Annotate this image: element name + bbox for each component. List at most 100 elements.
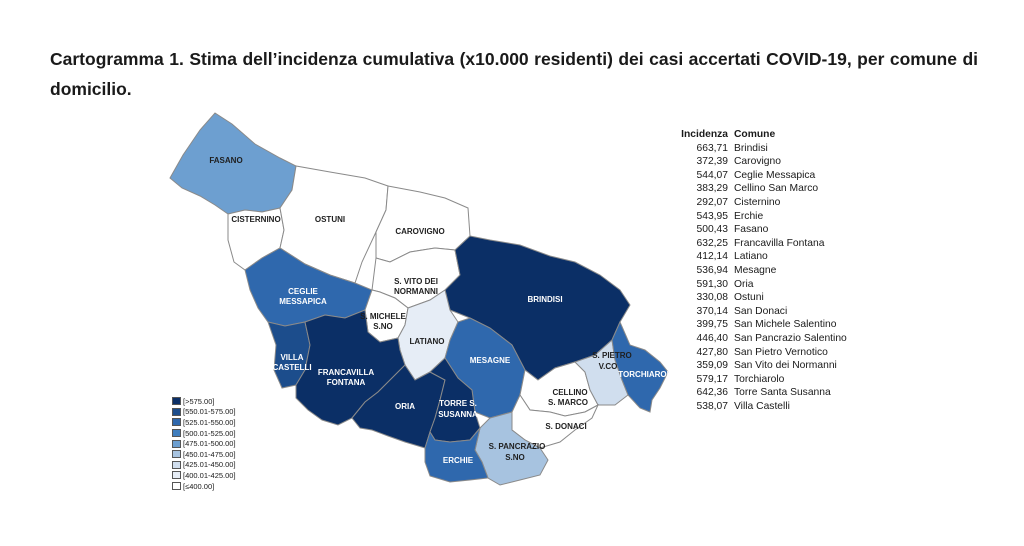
legend-swatch (172, 397, 181, 406)
comune-name: Latiano (734, 251, 768, 263)
region-erchie[interactable] (424, 427, 489, 483)
legend-item: [425.01-450.00] (172, 460, 236, 471)
incidence-table: Incidenza Comune 663,71 Brindisi 372,39 Car… (680, 128, 847, 413)
legend-label: [525.01-550.00] (183, 417, 236, 427)
map-title: Cartogramma 1. Stima dell’incidenza cumu… (50, 49, 978, 99)
header-incidenza: Incidenza (681, 129, 728, 140)
comune-name: San Donaci (734, 305, 788, 317)
label-villa-2: CASTELLI (272, 363, 311, 372)
label-ostuni: OSTUNI (315, 215, 345, 224)
label-smichele-1: S. MICHELE (360, 312, 406, 321)
table-row: 500,43 Fasano (680, 223, 847, 237)
table-row: 446,40 San Pancrazio Salentino (680, 332, 847, 346)
table-row: 292,07 Cisternino (680, 196, 847, 210)
label-ceglie-2: MESSAPICA (279, 297, 327, 306)
legend-label: [≤400.00] (183, 481, 215, 491)
label-sdonaci: S. DONACI (545, 422, 586, 431)
incidence-value: 500,43 (696, 224, 729, 236)
legend-label: [400.01-425.00] (183, 470, 236, 480)
legend-item: [475.01-500.00] (172, 438, 236, 449)
label-spietro-1: S. PIETRO (592, 351, 632, 360)
legend-swatch (172, 407, 181, 416)
incidence-value: 399,75 (696, 319, 729, 331)
header-comune: Comune (734, 129, 776, 140)
comune-name: Mesagne (734, 264, 777, 276)
comune-name: Cisternino (734, 196, 781, 208)
incidence-value: 427,80 (696, 346, 729, 358)
label-spancrazio-2: S.NO (505, 453, 525, 462)
legend-item: [550.01-575.00] (172, 407, 236, 418)
incidence-value: 543,95 (696, 210, 729, 222)
incidence-value: 544,07 (696, 169, 729, 181)
label-cisternino: CISTERNINO (231, 215, 280, 224)
table-row: 543,95 Erchie (680, 210, 847, 224)
legend-label: [425.01-450.00] (183, 460, 236, 470)
incidence-value: 330,08 (696, 292, 729, 304)
incidence-value: 292,07 (696, 196, 729, 208)
label-fasano: FASANO (209, 156, 242, 165)
region-torchiarolo[interactable] (611, 320, 669, 413)
incidence-value: 663,71 (696, 142, 729, 154)
table-header: Incidenza Comune (680, 128, 847, 142)
label-svito-1: S. VITO DEI (394, 277, 438, 286)
label-spietro-2: V.CO (599, 362, 618, 371)
incidence-value: 632,25 (696, 237, 729, 249)
label-torchiarolo: TORCHIAROLO (618, 370, 677, 379)
legend-item: [500.01-525.00] (172, 428, 236, 439)
legend-swatch (172, 450, 181, 459)
label-francavilla-1: FRANCAVILLA (318, 368, 375, 377)
label-latiano: LATIANO (410, 337, 445, 346)
label-ceglie-1: CEGLIE (288, 287, 318, 296)
legend-item: [525.01-550.00] (172, 417, 236, 428)
comune-name: Ostuni (734, 292, 764, 304)
table-row: 538,07 Villa Castelli (680, 400, 847, 414)
legend-item: [>575.00] (172, 396, 236, 407)
comune-name: Ceglie Messapica (734, 169, 816, 181)
label-francavilla-2: FONTANA (327, 378, 366, 387)
table-row: 544,07 Ceglie Messapica (680, 169, 847, 183)
label-spancrazio-1: S. PANCRAZIO (489, 442, 546, 451)
label-svito-2: NORMANNI (394, 287, 438, 296)
incidence-value: 370,14 (696, 305, 729, 317)
legend-item: [450.01-475.00] (172, 449, 236, 460)
table-row: 370,14 San Donaci (680, 305, 847, 319)
comune-name: San Pancrazio Salentino (734, 332, 847, 344)
table-row: 412,14 Latiano (680, 250, 847, 264)
table-row: 330,08 Ostuni (680, 291, 847, 305)
label-cellino-1: CELLINO (552, 388, 587, 397)
label-brindisi: BRINDISI (527, 295, 562, 304)
label-torre-1: TORRE S. (439, 399, 477, 408)
incidence-value: 642,36 (696, 387, 729, 399)
legend-swatch (172, 482, 181, 491)
table-row: 399,75 San Michele Salentino (680, 318, 847, 332)
table-row: 372,39 Carovigno (680, 155, 847, 169)
incidence-value: 538,07 (696, 400, 729, 412)
legend-item: [400.01-425.00] (172, 470, 236, 481)
label-cellino-2: S. MARCO (548, 398, 588, 407)
legend-label: [500.01-525.00] (183, 428, 236, 438)
comune-name: San Michele Salentino (734, 319, 837, 331)
comune-name: Erchie (734, 210, 764, 222)
legend-swatch (172, 439, 181, 448)
comune-name: Cellino San Marco (734, 183, 819, 195)
comune-name: Carovigno (734, 156, 781, 168)
comune-name: Francavilla Fontana (734, 237, 825, 249)
table-row: 632,25 Francavilla Fontana (680, 237, 847, 251)
comune-name: Oria (734, 278, 754, 290)
comune-name: Brindisi (734, 142, 768, 154)
map-legend: [>575.00] [550.01-575.00] [525.01-550.00][… (172, 396, 236, 491)
incidence-value: 359,09 (696, 360, 729, 372)
label-smichele-2: S.NO (373, 322, 393, 331)
legend-label: [>575.00] (183, 396, 215, 406)
legend-label: [550.01-575.00] (183, 407, 236, 417)
label-mesagne: MESAGNE (470, 356, 511, 365)
table-row: 427,80 San Pietro Vernotico (680, 346, 847, 360)
incidence-value: 579,17 (696, 373, 729, 385)
label-carovigno: CAROVIGNO (395, 227, 444, 236)
incidence-value: 372,39 (696, 156, 729, 168)
incidence-value: 446,40 (696, 332, 729, 344)
comune-name: Fasano (734, 224, 769, 236)
comune-name: Torre Santa Susanna (734, 387, 831, 399)
legend-swatch (172, 418, 181, 427)
